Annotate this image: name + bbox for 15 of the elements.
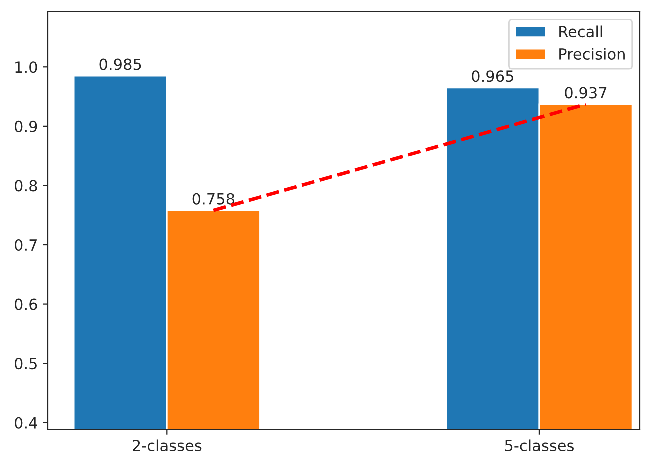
y-tick-label: 1.0	[16, 62, 38, 74]
data-label: 0.965	[472, 70, 514, 82]
y-tick-label: 0.4	[14, 417, 38, 429]
legend-label: Recall	[560, 26, 602, 38]
y-tick-label: 0.6	[14, 298, 38, 310]
x-tick-label: 2-classes	[133, 440, 202, 452]
x-tick-label: 5-classes	[505, 440, 574, 452]
data-label: 0.985	[100, 58, 142, 70]
y-tick-label: 0.9	[14, 120, 38, 132]
data-label: 0.758	[192, 193, 235, 205]
data-label: 0.937	[565, 87, 607, 99]
y-tick-label: 0.7	[14, 239, 37, 252]
legend-label: Precision	[560, 48, 625, 60]
y-tick-label: 0.5	[14, 358, 37, 370]
y-tick-label: 0.8	[14, 180, 38, 192]
